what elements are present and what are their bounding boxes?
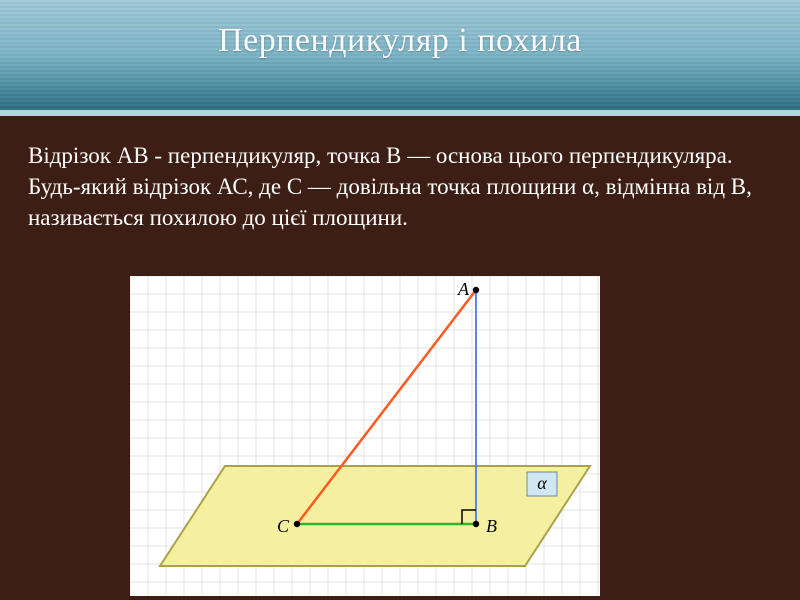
slide: Перпендикуляр і похила Відрізок АВ - пер…: [0, 0, 800, 600]
label-c: C: [277, 516, 290, 536]
paragraph-1: Відрізок АВ - перпендикуляр, точка В — о…: [28, 140, 772, 171]
point-c: [294, 521, 300, 527]
page-title: Перпендикуляр і похила: [218, 22, 582, 60]
label-a: A: [457, 279, 470, 299]
paragraph-2: Будь-який відрізок АС, де С — довільна т…: [28, 171, 772, 233]
header-band: Перпендикуляр і похила: [0, 0, 800, 116]
label-b: B: [486, 516, 497, 536]
diagram-container: α A B C: [130, 276, 600, 596]
geometry-diagram: α A B C: [130, 276, 600, 596]
point-b: [473, 521, 479, 527]
plane-alpha: [160, 466, 590, 566]
body-text: Відрізок АВ - перпендикуляр, точка В — о…: [28, 140, 772, 233]
alpha-label: α: [537, 473, 547, 493]
point-a: [473, 287, 479, 293]
